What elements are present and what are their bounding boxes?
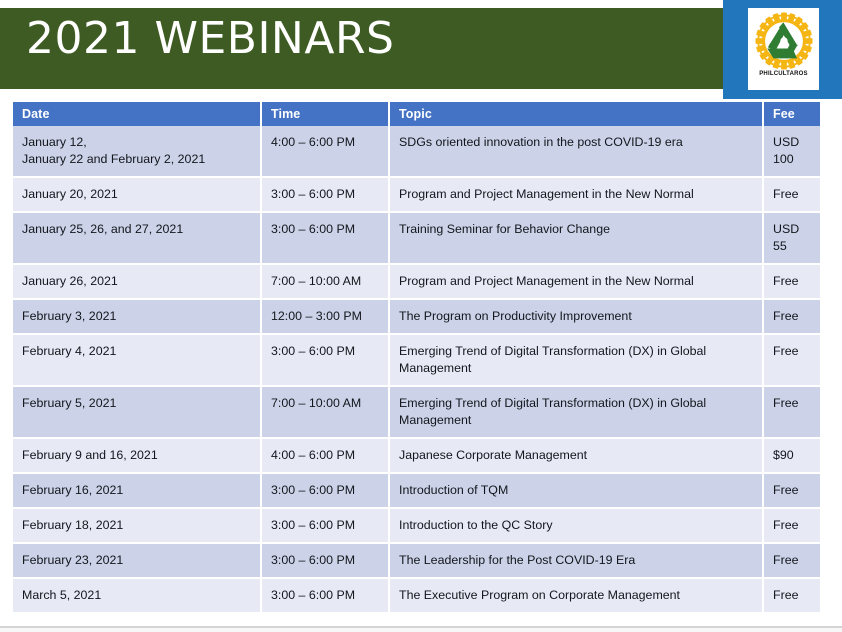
cell-topic: The Leadership for the Post COVID-19 Era [389,543,764,579]
cell-topic: Japanese Corporate Management [389,438,764,474]
cell-topic: The Program on Productivity Improvement [389,299,764,335]
table-header-row: Date Time Topic Fee [13,102,820,126]
philcultaros-gear-icon [754,12,813,70]
top-margin-strip [0,0,723,8]
column-header-topic[interactable]: Topic [389,102,764,126]
table-row[interactable]: March 5, 2021 3:00 – 6:00 PM The Executive… [13,578,820,614]
cell-time: 3:00 – 6:00 PM [261,578,390,614]
table-row[interactable]: January 26, 2021 7:00 – 10:00 AM Program a… [13,264,820,300]
cell-fee: Free [763,386,820,439]
cell-fee: Free [763,543,820,579]
cell-date: February 9 and 16, 2021 [13,438,262,474]
cell-time: 3:00 – 6:00 PM [261,543,390,579]
cell-topic: The Executive Program on Corporate Manag… [389,578,764,614]
table-body: January 12, January 22 and February 2, 2… [13,126,820,614]
bottom-divider [0,626,842,628]
logo-panel: PHILCULTAROS [723,0,842,99]
column-header-fee[interactable]: Fee [763,102,820,126]
cell-date: January 25, 26, and 27, 2021 [13,212,262,265]
cell-topic: Emerging Trend of Digital Transformation… [389,334,764,387]
cell-fee: Free [763,264,820,300]
cell-time: 3:00 – 6:00 PM [261,177,390,213]
column-header-date[interactable]: Date [13,102,262,126]
cell-time: 3:00 – 6:00 PM [261,508,390,544]
cell-date: February 23, 2021 [13,543,262,579]
table-row[interactable]: February 18, 2021 3:00 – 6:00 PM Introduct… [13,508,820,544]
cell-time: 3:00 – 6:00 PM [261,212,390,265]
cell-date: February 16, 2021 [13,473,262,509]
cell-date: January 12, January 22 and February 2, 2… [13,126,262,178]
cell-fee: Free [763,508,820,544]
cell-date: February 3, 2021 [13,299,262,335]
cell-date: February 4, 2021 [13,334,262,387]
cell-topic: Introduction of TQM [389,473,764,509]
cell-topic: Emerging Trend of Digital Transformation… [389,386,764,439]
cell-fee: USD 100 [763,126,820,178]
logo-caption: PHILCULTAROS [759,71,808,77]
cell-fee: Free [763,578,820,614]
cell-topic: Introduction to the QC Story [389,508,764,544]
cell-topic: SDGs oriented innovation in the post COV… [389,126,764,178]
cell-time: 3:00 – 6:00 PM [261,334,390,387]
cell-fee: USD 55 [763,212,820,265]
cell-time: 12:00 – 3:00 PM [261,299,390,335]
title-band [0,8,727,89]
table-row[interactable]: February 23, 2021 3:00 – 6:00 PM The Leade… [13,543,820,579]
cell-topic: Program and Project Management in the Ne… [389,264,764,300]
logo-card: PHILCULTAROS [748,8,819,90]
cell-date: January 26, 2021 [13,264,262,300]
cell-time: 4:00 – 6:00 PM [261,438,390,474]
cell-fee: Free [763,473,820,509]
cell-topic: Training Seminar for Behavior Change [389,212,764,265]
cell-date: February 18, 2021 [13,508,262,544]
table-row[interactable]: January 20, 2021 3:00 – 6:00 PM Program an… [13,177,820,213]
cell-date: January 20, 2021 [13,177,262,213]
cell-fee: Free [763,334,820,387]
cell-date: February 5, 2021 [13,386,262,439]
table-row[interactable]: February 3, 2021 12:00 – 3:00 PM The Progr… [13,299,820,335]
table-row[interactable]: January 25, 26, and 27, 2021 3:00 – 6:00 … [13,212,820,265]
column-header-time[interactable]: Time [261,102,390,126]
cell-fee: Free [763,299,820,335]
cell-time: 7:00 – 10:00 AM [261,264,390,300]
table-row[interactable]: February 4, 2021 3:00 – 6:00 PM Emerging T… [13,334,820,387]
webinar-schedule-table: Date Time Topic Fee January 12, January … [13,102,820,614]
cell-topic: Program and Project Management in the Ne… [389,177,764,213]
cell-time: 4:00 – 6:00 PM [261,126,390,178]
cell-date: March 5, 2021 [13,578,262,614]
page-title: 2021 WEBINARS [26,13,395,64]
table-row[interactable]: February 16, 2021 3:00 – 6:00 PM Introduct… [13,473,820,509]
cell-time: 7:00 – 10:00 AM [261,386,390,439]
cell-fee: $90 [763,438,820,474]
cell-time: 3:00 – 6:00 PM [261,473,390,509]
bottom-strip [0,628,842,632]
table-row[interactable]: February 9 and 16, 2021 4:00 – 6:00 PM Jap… [13,438,820,474]
table-row[interactable]: February 5, 2021 7:00 – 10:00 AM Emerging … [13,386,820,439]
cell-fee: Free [763,177,820,213]
table-row[interactable]: January 12, January 22 and February 2, 2… [13,126,820,178]
